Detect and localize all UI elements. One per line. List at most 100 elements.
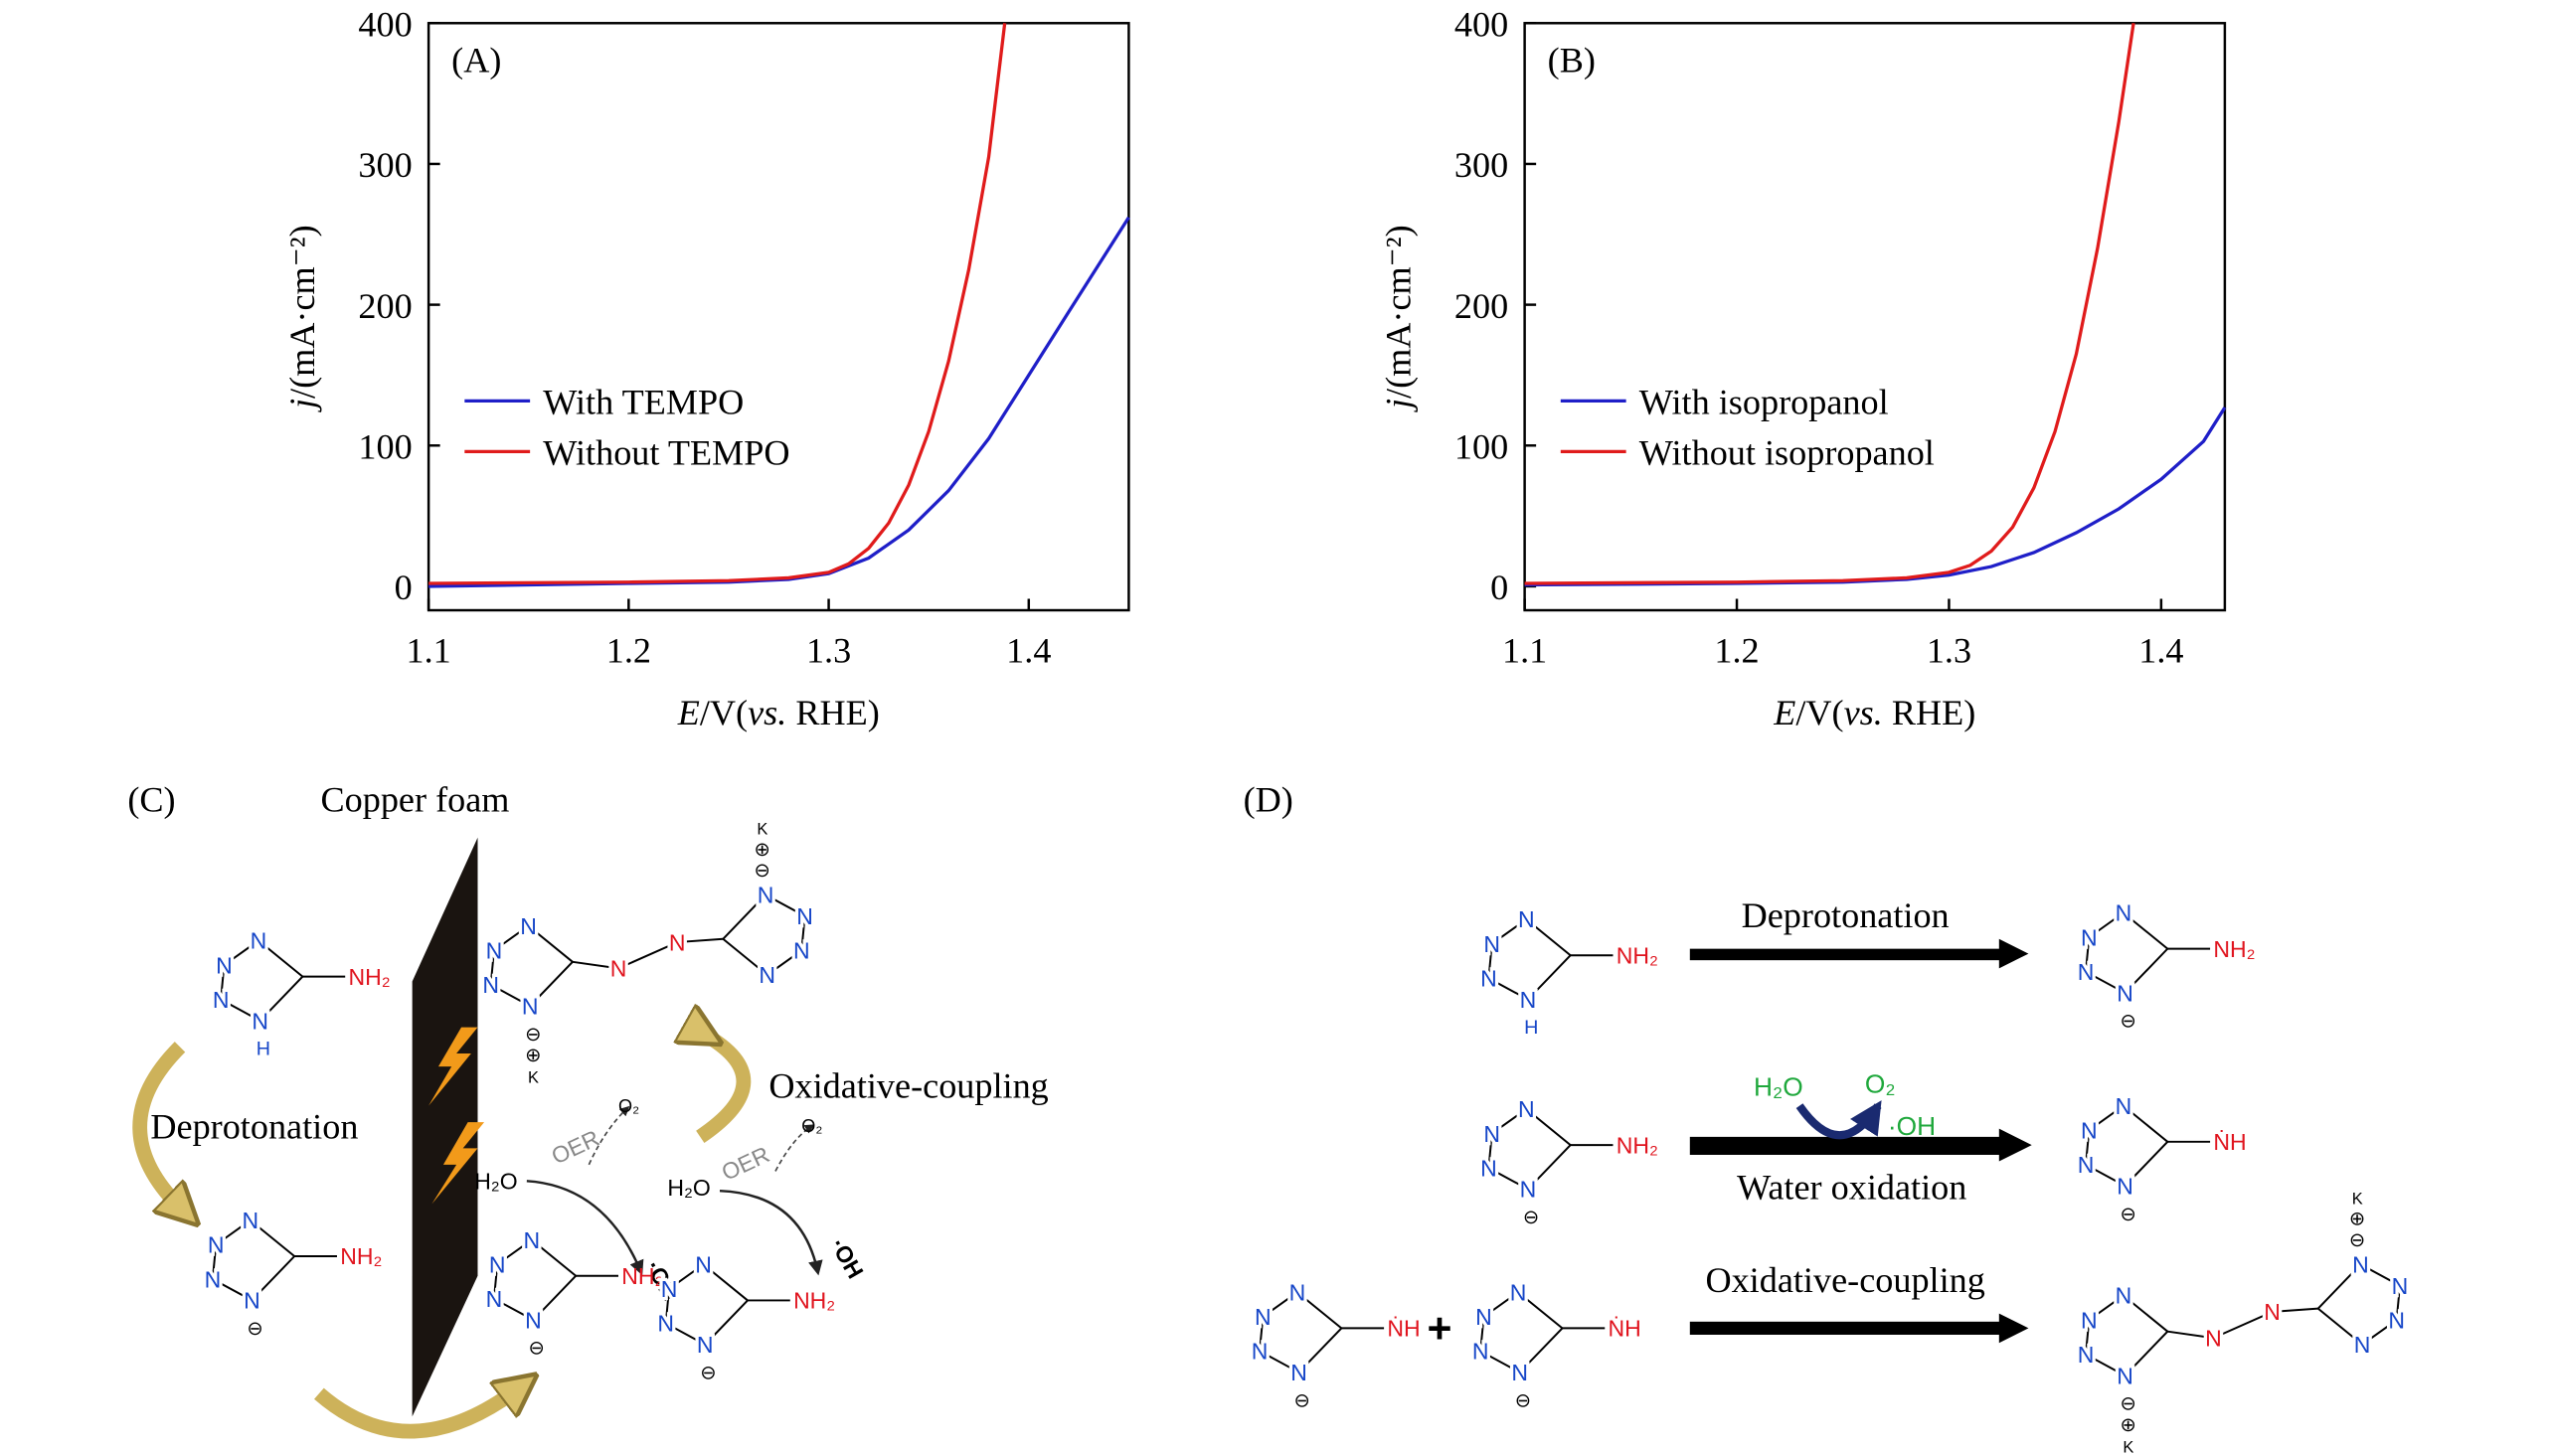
group: NH₂ bbox=[793, 1288, 835, 1314]
ring-atom: N bbox=[1480, 1155, 1497, 1181]
arrow bbox=[588, 1105, 630, 1166]
substituent: ⊖ bbox=[2121, 1011, 2137, 1033]
curved-arrow bbox=[314, 1387, 520, 1439]
substituent: ⊖ bbox=[2121, 1204, 2137, 1225]
ring-bonds bbox=[2084, 911, 2169, 995]
bolt bbox=[431, 1122, 485, 1205]
ring-atom: N bbox=[1252, 1339, 1269, 1365]
substituent: ⊖ bbox=[700, 1362, 717, 1383]
data-line bbox=[428, 216, 1130, 588]
x-tick-label: 1.1 bbox=[407, 631, 451, 671]
azo-atom: N bbox=[669, 929, 686, 955]
ring-atom: N bbox=[522, 993, 539, 1019]
substituent: K bbox=[528, 1069, 539, 1087]
ring-bonds bbox=[220, 939, 304, 1023]
ring-atom: N bbox=[793, 938, 810, 964]
step-label: Oxidative-coupling bbox=[768, 1065, 1048, 1105]
substituent: K bbox=[757, 820, 767, 838]
reagent: O₂ bbox=[618, 1096, 639, 1116]
ring-atom: N bbox=[2078, 1152, 2095, 1178]
reagent: O₂ bbox=[1865, 1068, 1896, 1098]
azo-atom: N bbox=[610, 956, 627, 982]
electrode-label: Copper foam bbox=[321, 779, 510, 819]
substituent: ⊕ bbox=[525, 1045, 542, 1066]
ring-atom: N bbox=[2354, 1332, 2371, 1358]
ring-atom: N bbox=[213, 987, 230, 1013]
ring-bonds bbox=[1259, 1290, 1343, 1375]
ring-bonds bbox=[1479, 1290, 1564, 1375]
ring-atom: N bbox=[520, 913, 537, 939]
ring-bonds bbox=[1487, 1107, 1573, 1191]
ring-atom: N bbox=[1511, 1360, 1528, 1385]
reagent: ·OH bbox=[825, 1233, 869, 1283]
label-part: RHE) bbox=[1883, 693, 1975, 732]
ring-bonds bbox=[2084, 1104, 2169, 1188]
panel-label: (D) bbox=[1244, 779, 1293, 819]
azo-bonds bbox=[2167, 1307, 2318, 1340]
ring-bonds bbox=[489, 924, 575, 1008]
y-tick-label: 0 bbox=[395, 567, 413, 607]
ring-atom: N bbox=[2081, 1307, 2098, 1333]
reagent: H₂O bbox=[474, 1169, 517, 1195]
oer-label: OER bbox=[718, 1141, 773, 1186]
y-tick-label: 400 bbox=[1454, 4, 1508, 44]
azo-atom: N bbox=[2264, 1299, 2281, 1325]
arrowhead bbox=[1998, 1313, 2029, 1344]
substituent: ⊖ bbox=[2121, 1393, 2137, 1415]
y-axis-label: j/(mA·cm⁻²) bbox=[1378, 225, 1418, 412]
ring-atom: N bbox=[1483, 931, 1500, 957]
ring-atom: N bbox=[1290, 1360, 1307, 1385]
ring-atom: N bbox=[208, 1232, 225, 1258]
bolt bbox=[428, 1027, 478, 1106]
panel-label: (A) bbox=[451, 41, 501, 81]
x-axis-label: E/V(vs. RHE) bbox=[677, 693, 880, 732]
ring-atom: N bbox=[2081, 1118, 2098, 1144]
group: ṄH bbox=[2213, 1129, 2246, 1155]
curved-arrow bbox=[700, 1034, 752, 1144]
data-line bbox=[428, 23, 1007, 585]
y-axis-label: j/(mA·cm⁻²) bbox=[282, 225, 322, 412]
ring-atom: N bbox=[2116, 1093, 2132, 1119]
x-tick-label: 1.2 bbox=[606, 631, 651, 671]
ring-atom: N bbox=[1255, 1304, 1272, 1330]
x-tick-label: 1.3 bbox=[806, 631, 851, 671]
ring-bonds bbox=[492, 1238, 578, 1322]
substituent: K bbox=[2352, 1190, 2363, 1208]
arrowhead bbox=[1998, 938, 2029, 969]
label-part: /V( bbox=[1795, 693, 1843, 732]
ring-bonds bbox=[1487, 917, 1573, 1001]
legend-label: With isopropanol bbox=[1639, 383, 1889, 422]
substituent: ⊖ bbox=[1515, 1389, 1532, 1411]
ring-atom: N bbox=[2388, 1307, 2405, 1333]
ring-atom: N bbox=[1472, 1339, 1489, 1365]
step-label: Water oxidation bbox=[1737, 1167, 1966, 1207]
substituent: ⊕ bbox=[2121, 1414, 2137, 1436]
step-label: Deprotonation bbox=[1742, 895, 1950, 935]
ring-atom: N bbox=[758, 883, 774, 908]
ring-atom: N bbox=[525, 1307, 542, 1333]
group: NH₂ bbox=[1616, 942, 1658, 968]
label-part: E bbox=[1773, 693, 1795, 732]
group: ṄH bbox=[1609, 1316, 1641, 1342]
legend-label: Without TEMPO bbox=[543, 433, 789, 473]
panel-c: (C) Copper foam Deprotonation Oxidative-… bbox=[127, 779, 1049, 1439]
ring-atom: N bbox=[2116, 1283, 2132, 1309]
reaction-arrow bbox=[1689, 1321, 2001, 1335]
ring-atom: N bbox=[1518, 906, 1535, 932]
ring-atom: N bbox=[759, 962, 775, 988]
y-tick-label: 100 bbox=[1454, 426, 1508, 466]
legend-label: Without isopropanol bbox=[1639, 433, 1935, 473]
ring-atom: N bbox=[2081, 924, 2098, 950]
group: NH₂ bbox=[348, 964, 390, 990]
ring-atom: N bbox=[2117, 980, 2133, 1006]
ring-atom: N bbox=[216, 952, 233, 978]
substituent: ⊖ bbox=[525, 1024, 542, 1046]
substituent: ⊖ bbox=[755, 860, 771, 882]
label-part: RHE) bbox=[786, 693, 879, 732]
panel-label: (B) bbox=[1548, 41, 1596, 81]
substituent: ⊖ bbox=[1294, 1389, 1311, 1411]
ring-atom: N bbox=[523, 1227, 540, 1253]
ring-atom: N bbox=[1475, 1304, 1492, 1330]
